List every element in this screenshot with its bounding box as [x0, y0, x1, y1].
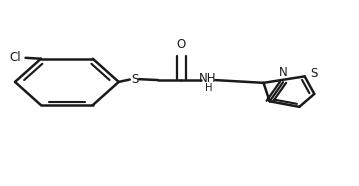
Text: S: S: [310, 67, 317, 80]
Text: NH: NH: [199, 72, 217, 85]
Text: O: O: [177, 39, 186, 52]
Text: S: S: [131, 73, 139, 86]
Text: N: N: [279, 65, 288, 78]
Text: H: H: [205, 83, 213, 93]
Text: Cl: Cl: [10, 51, 21, 64]
